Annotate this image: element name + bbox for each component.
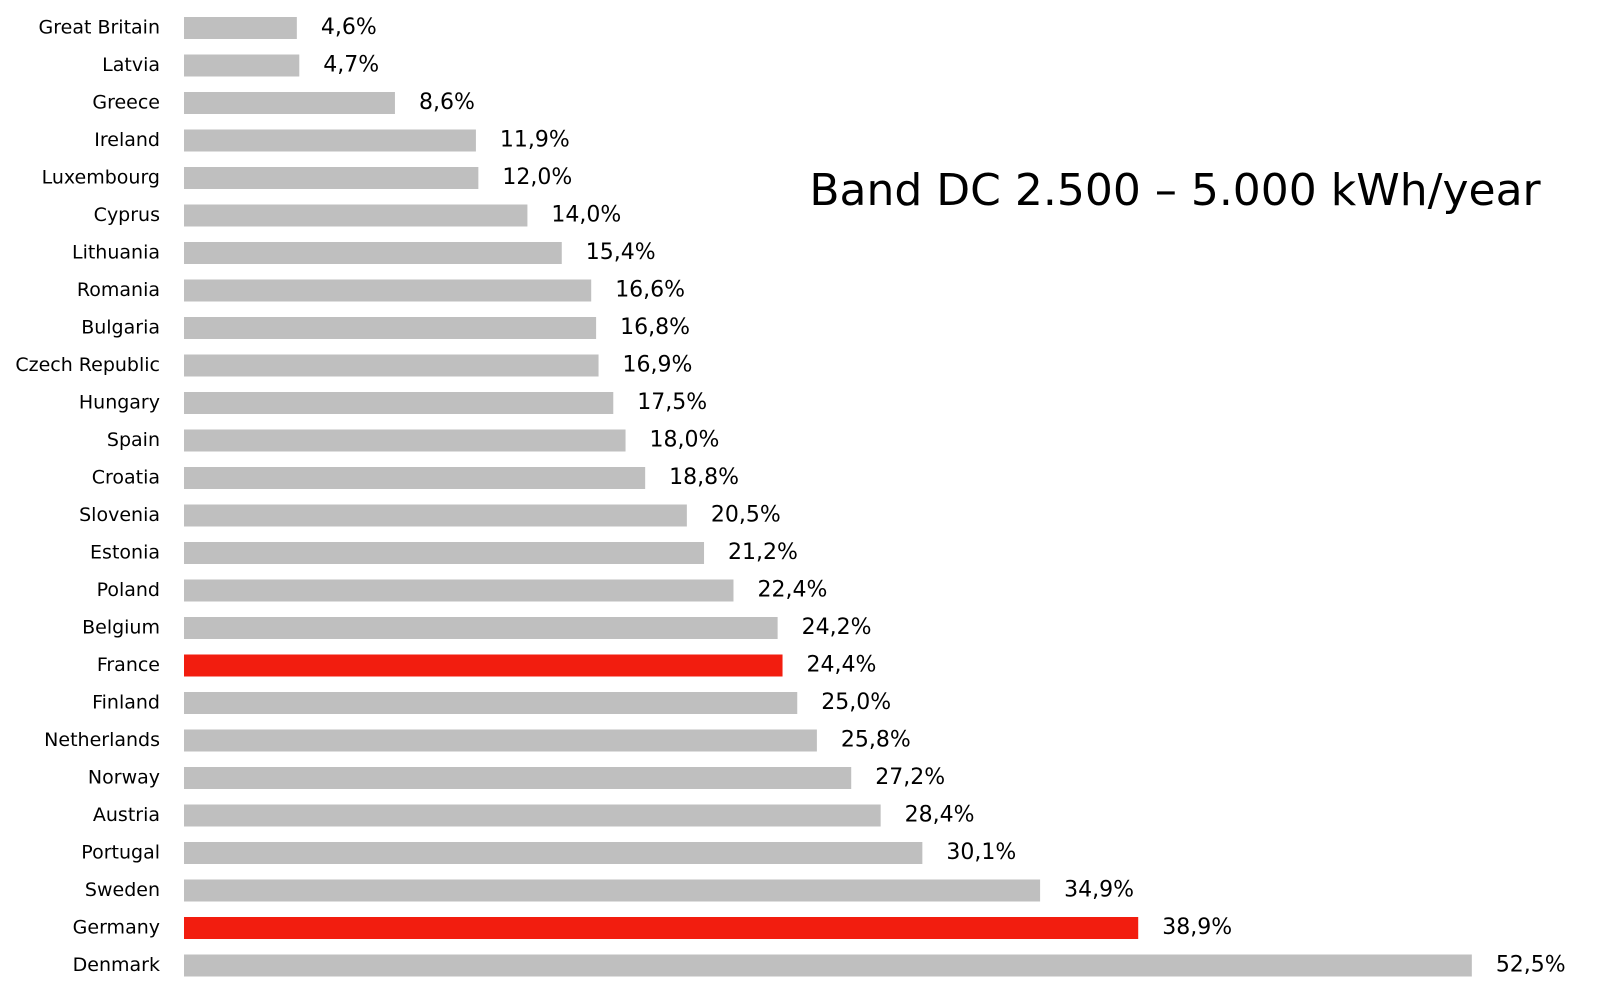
category-label: Greece [92,92,160,114]
value-label: 30,1% [946,840,1016,865]
category-label: Germany [73,917,160,939]
bar [184,654,783,677]
category-label: Luxembourg [42,167,160,189]
value-label: 4,6% [321,15,377,40]
category-label: Denmark [73,954,160,976]
category-label: Slovenia [79,504,160,526]
value-label: 4,7% [323,53,379,78]
value-label: 14,0% [551,203,621,228]
bar [184,429,626,452]
category-label: France [97,654,160,676]
category-label: Portugal [81,842,160,864]
category-label: Cyprus [94,204,160,226]
bar [184,354,599,377]
value-label: 27,2% [875,765,945,790]
category-label: Latvia [102,54,160,76]
category-label: Great Britain [39,17,160,39]
bar [184,504,687,527]
bar [184,917,1139,939]
category-label: Belgium [82,617,160,639]
category-label: Spain [107,429,160,451]
value-label: 16,9% [623,353,693,378]
value-label: 15,4% [586,240,656,265]
bar [184,54,300,77]
category-label: Poland [97,579,160,601]
category-label: Sweden [85,879,160,901]
value-label: 22,4% [757,578,827,603]
category-label: Austria [93,804,160,826]
bar [184,242,562,264]
value-label: 18,0% [650,428,720,453]
value-label: 11,9% [500,128,570,153]
bar [184,804,881,827]
bar [184,392,614,414]
bar [184,17,297,39]
bar [184,879,1041,902]
category-label: Ireland [94,129,160,151]
category-label: Netherlands [44,729,160,751]
chart-title: Band DC 2.500 – 5.000 kWh/year [809,165,1541,216]
bar [184,92,395,114]
bar [184,317,597,339]
value-label: 8,6% [419,90,475,115]
value-label: 20,5% [711,503,781,528]
category-label: Hungary [79,392,160,414]
value-label: 18,8% [669,465,739,490]
bar [184,542,705,564]
value-label: 16,8% [620,315,690,340]
value-label: 25,0% [821,690,891,715]
value-label: 34,9% [1064,878,1134,903]
bar [184,842,923,864]
bar [184,204,528,227]
category-label: Czech Republic [15,354,160,376]
value-label: 21,2% [728,540,798,565]
category-label: Bulgaria [81,317,160,339]
bar [184,617,778,639]
value-label: 24,4% [807,653,877,678]
category-label: Romania [77,279,160,301]
bar [184,279,592,302]
category-label: Finland [92,692,160,714]
value-label: 17,5% [637,390,707,415]
bar [184,729,817,752]
value-label: 28,4% [905,803,975,828]
value-label: 24,2% [802,615,872,640]
value-label: 25,8% [841,728,911,753]
value-label: 12,0% [502,165,572,190]
bar [184,467,646,489]
category-label: Norway [88,767,160,789]
category-label: Lithuania [72,242,160,264]
bar [184,129,476,152]
bar [184,579,734,602]
category-label: Croatia [92,467,160,489]
bar [184,167,479,189]
value-label: 52,5% [1496,953,1566,978]
value-label: 16,6% [615,278,685,303]
bar [184,954,1472,977]
bar [184,692,798,714]
bar [184,767,852,789]
category-label: Estonia [90,542,160,564]
value-label: 38,9% [1162,915,1232,940]
